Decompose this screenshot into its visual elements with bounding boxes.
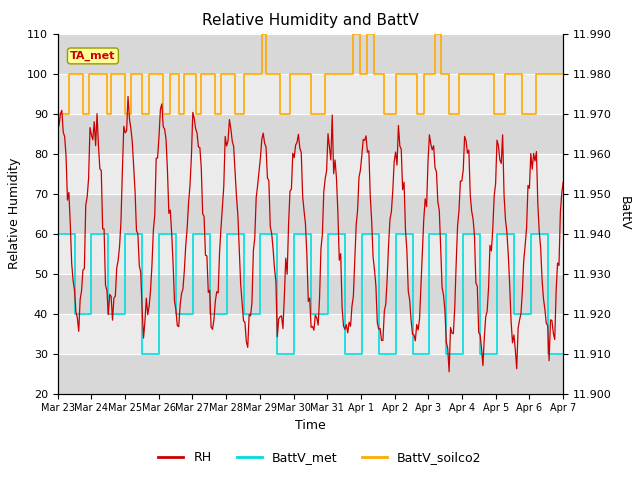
Bar xyxy=(58,114,563,154)
Bar xyxy=(58,73,563,114)
Text: TA_met: TA_met xyxy=(70,51,116,61)
Bar xyxy=(58,354,563,394)
Bar xyxy=(58,234,563,274)
Bar xyxy=(58,193,563,234)
Bar xyxy=(58,274,563,313)
Y-axis label: BattV: BattV xyxy=(618,196,631,231)
X-axis label: Time: Time xyxy=(295,419,326,432)
Y-axis label: Relative Humidity: Relative Humidity xyxy=(8,158,21,269)
Bar xyxy=(58,313,563,354)
Legend: RH, BattV_met, BattV_soilco2: RH, BattV_met, BattV_soilco2 xyxy=(154,446,486,469)
Bar xyxy=(58,154,563,193)
Title: Relative Humidity and BattV: Relative Humidity and BattV xyxy=(202,13,419,28)
Bar xyxy=(58,34,563,73)
